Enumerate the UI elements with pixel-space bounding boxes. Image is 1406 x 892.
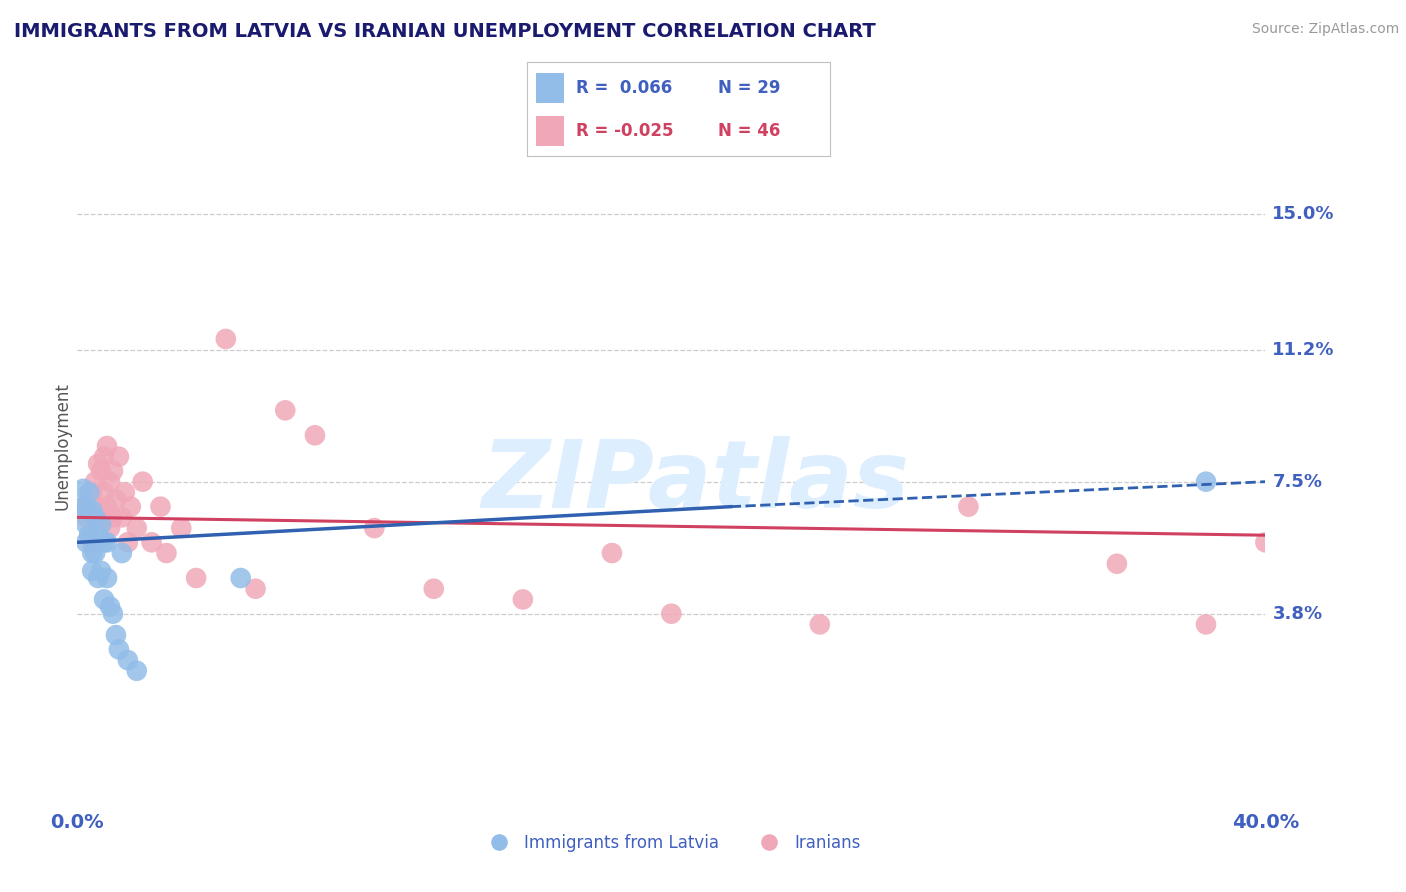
Point: [108, 642, 131, 657]
Point: [96, 571, 118, 585]
Point: [304, 428, 326, 442]
Point: [111, 510, 134, 524]
Point: [98, 599, 121, 614]
Point: [75, 500, 97, 514]
Point: [125, 521, 148, 535]
Point: [82, 564, 104, 578]
Point: [114, 485, 136, 500]
Point: [82, 485, 104, 500]
Point: [1254, 535, 1277, 549]
Point: [141, 535, 163, 549]
Point: [120, 500, 142, 514]
Point: [101, 607, 124, 621]
Text: 15.0%: 15.0%: [1272, 205, 1334, 223]
Point: [155, 546, 177, 560]
Point: [274, 403, 297, 417]
Point: [149, 500, 172, 514]
Bar: [536, 116, 564, 145]
Text: N = 46: N = 46: [717, 122, 780, 140]
Point: [512, 592, 534, 607]
Point: [101, 510, 124, 524]
Text: Source: ZipAtlas.com: Source: ZipAtlas.com: [1251, 22, 1399, 37]
Text: 11.2%: 11.2%: [1272, 341, 1334, 359]
Point: [90, 464, 112, 478]
Text: ZIPatlas: ZIPatlas: [481, 435, 910, 528]
Point: [98, 521, 121, 535]
Point: [87, 528, 110, 542]
Point: [808, 617, 831, 632]
Point: [104, 492, 127, 507]
Point: [1105, 557, 1128, 571]
Text: IMMIGRANTS FROM LATVIA VS IRANIAN UNEMPLOYMENT CORRELATION CHART: IMMIGRANTS FROM LATVIA VS IRANIAN UNEMPL…: [14, 22, 876, 41]
Point: [72, 500, 94, 514]
Point: [108, 450, 131, 464]
Point: [72, 500, 94, 514]
Point: [101, 464, 124, 478]
Point: [131, 475, 153, 489]
Point: [93, 592, 115, 607]
Point: [1195, 617, 1218, 632]
Point: [75, 517, 97, 532]
Point: [600, 546, 623, 560]
Text: R = -0.025: R = -0.025: [575, 122, 673, 140]
Point: [96, 500, 118, 514]
Point: [229, 571, 252, 585]
Bar: [536, 73, 564, 103]
Point: [87, 500, 110, 514]
Point: [215, 332, 238, 346]
Point: [245, 582, 267, 596]
Legend: Immigrants from Latvia, Iranians: Immigrants from Latvia, Iranians: [475, 828, 868, 859]
Point: [84, 475, 107, 489]
Point: [117, 653, 139, 667]
Point: [104, 628, 127, 642]
Point: [82, 546, 104, 560]
Point: [93, 535, 115, 549]
Text: 3.8%: 3.8%: [1272, 605, 1323, 623]
Text: 7.5%: 7.5%: [1272, 473, 1323, 491]
Point: [90, 564, 112, 578]
Point: [84, 510, 107, 524]
Point: [75, 535, 97, 549]
Point: [90, 517, 112, 532]
Point: [77, 528, 100, 542]
Point: [77, 528, 100, 542]
Point: [77, 485, 100, 500]
Point: [93, 450, 115, 464]
Point: [111, 546, 134, 560]
Point: [84, 546, 107, 560]
Y-axis label: Unemployment: Unemployment: [53, 382, 72, 510]
Point: [87, 457, 110, 471]
Point: [96, 535, 118, 549]
Point: [363, 521, 385, 535]
Point: [661, 607, 683, 621]
Point: [125, 664, 148, 678]
Point: [75, 510, 97, 524]
Text: N = 29: N = 29: [717, 78, 780, 96]
Point: [98, 475, 121, 489]
Point: [186, 571, 208, 585]
Point: [957, 500, 980, 514]
Point: [84, 510, 107, 524]
Text: R =  0.066: R = 0.066: [575, 78, 672, 96]
Point: [72, 482, 94, 496]
Point: [96, 439, 118, 453]
Point: [1195, 475, 1218, 489]
Point: [170, 521, 193, 535]
Point: [82, 503, 104, 517]
Point: [422, 582, 444, 596]
Point: [117, 535, 139, 549]
Point: [93, 485, 115, 500]
Point: [82, 535, 104, 549]
Point: [90, 510, 112, 524]
Point: [87, 571, 110, 585]
